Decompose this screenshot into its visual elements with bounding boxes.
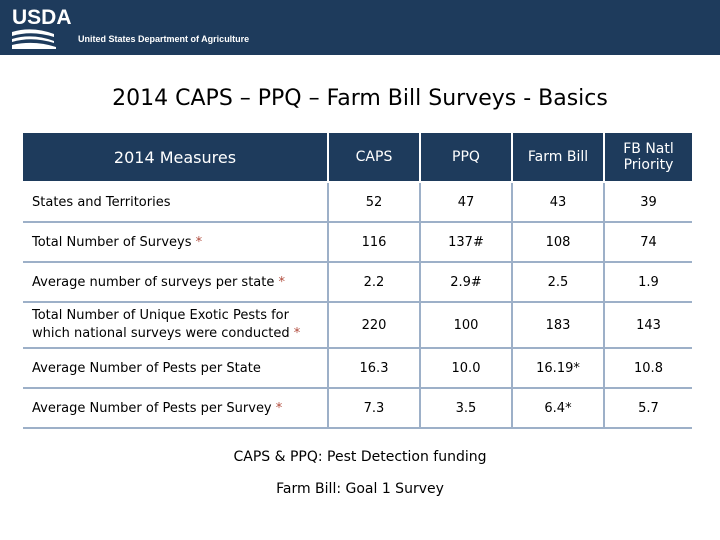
table-cell: 39 <box>603 182 692 223</box>
row-label: States and Territories <box>23 182 328 223</box>
table-cell: 43 <box>511 182 604 223</box>
funding-note: CAPS & PPQ: Pest Detection funding <box>233 449 487 465</box>
measures-table: 2014 Measures CAPS PPQ Farm Bill FB Natl… <box>23 133 692 429</box>
asterisk-marker: * <box>195 234 203 250</box>
table-cell: 16.19* <box>511 348 604 389</box>
table-cell: 183 <box>511 302 604 349</box>
slide-title: 2014 CAPS – PPQ – Farm Bill Surveys - Ba… <box>112 86 608 111</box>
usda-logo: USDA <box>12 6 72 50</box>
table-cell: 74 <box>603 222 692 263</box>
row-label: Total Number of Unique Exotic Pests for w… <box>23 302 328 349</box>
usda-banner: USDA United States Department of Agricul… <box>0 0 720 55</box>
column-header-measures: 2014 Measures <box>23 133 329 183</box>
survey-note: Farm Bill: Goal 1 Survey <box>276 481 444 497</box>
column-header-fb-natl-priority: FB Natl Priority <box>604 133 692 183</box>
table-cell: 137# <box>419 222 512 263</box>
row-label: Total Number of Surveys * <box>23 222 328 263</box>
table-cell: 2.2 <box>327 262 420 303</box>
usda-logo-hills-icon <box>12 29 56 49</box>
table-cell: 3.5 <box>419 388 512 429</box>
row-label-text-line2: which national surveys were conducted <box>32 326 290 341</box>
table-cell: 10.0 <box>419 348 512 389</box>
row-label-text: Average Number of Pests per State <box>32 360 261 376</box>
table-cell: 5.7 <box>603 388 692 429</box>
table-row: Average Number of Pests per Survey * 7.3… <box>23 388 692 429</box>
table-cell: 6.4* <box>511 388 604 429</box>
row-label-text: Total Number of Surveys <box>32 234 192 250</box>
table-row: Total Number of Unique Exotic Pests for w… <box>23 302 692 349</box>
table-row: Average Number of Pests per State 16.3 1… <box>23 348 692 389</box>
table-row: Average number of surveys per state * 2.… <box>23 262 692 303</box>
table-cell: 10.8 <box>603 348 692 389</box>
table-cell: 52 <box>327 182 420 223</box>
asterisk-marker: * <box>278 274 286 290</box>
table-cell: 1.9 <box>603 262 692 303</box>
table-cell: 220 <box>327 302 420 349</box>
column-header-farm-bill: Farm Bill <box>512 133 605 183</box>
table-cell: 2.9# <box>419 262 512 303</box>
column-header-caps: CAPS <box>328 133 421 183</box>
table-header-row: 2014 Measures CAPS PPQ Farm Bill FB Natl… <box>23 133 692 183</box>
usda-logo-text: USDA <box>12 6 72 29</box>
row-label-text: Total Number of Unique Exotic Pests for <box>32 308 289 323</box>
table-cell: 2.5 <box>511 262 604 303</box>
table-cell: 116 <box>327 222 420 263</box>
column-header-ppq: PPQ <box>420 133 513 183</box>
agency-name: United States Department of Agriculture <box>78 34 250 44</box>
asterisk-marker: * <box>275 400 283 416</box>
table-cell: 108 <box>511 222 604 263</box>
row-label-text: Average number of surveys per state <box>32 274 275 290</box>
row-label: Average number of surveys per state * <box>23 262 328 303</box>
row-label: Average Number of Pests per State <box>23 348 328 389</box>
row-label: Average Number of Pests per Survey * <box>23 388 328 429</box>
table-cell: 143 <box>603 302 692 349</box>
table-cell: 47 <box>419 182 512 223</box>
table-cell: 16.3 <box>327 348 420 389</box>
table-row: States and Territories 52 47 43 39 <box>23 182 692 223</box>
row-label-text: States and Territories <box>32 194 171 210</box>
table-cell: 7.3 <box>327 388 420 429</box>
table-cell: 100 <box>419 302 512 349</box>
asterisk-marker: * <box>293 326 301 341</box>
row-label-text: Average Number of Pests per Survey <box>32 400 272 416</box>
table-row: Total Number of Surveys * 116 137# 108 7… <box>23 222 692 263</box>
